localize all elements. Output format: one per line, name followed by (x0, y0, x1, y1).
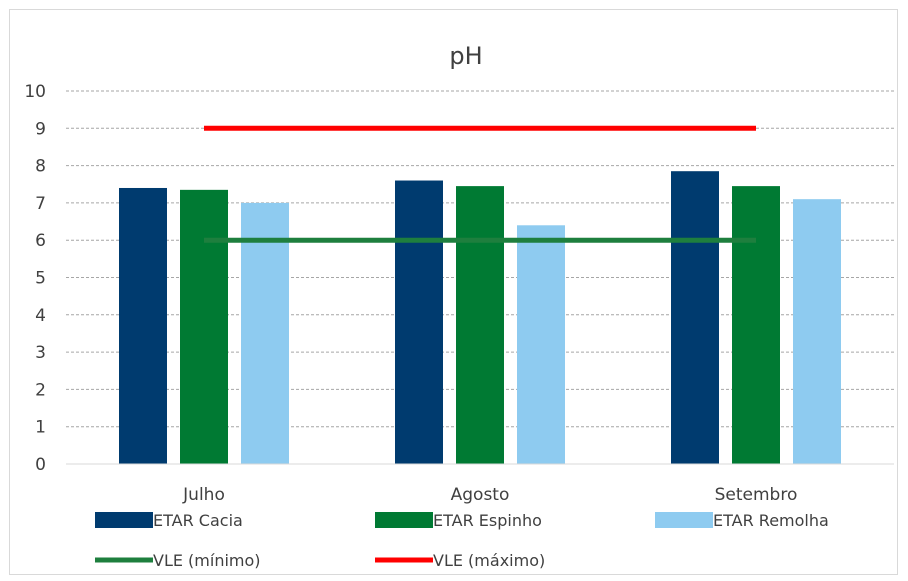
y-tick-label: 3 (35, 343, 46, 363)
legend-swatch-etar-remolha (655, 512, 713, 528)
legend-label-vle-m-ximo-: VLE (máximo) (433, 551, 545, 570)
chart-title: pH (449, 42, 482, 70)
bar-etar-remolha (793, 199, 841, 465)
bar-etar-cacia (395, 180, 443, 464)
y-tick-label: 4 (35, 306, 46, 326)
y-tick-label: 1 (35, 418, 46, 438)
legend-label-etar-espinho: ETAR Espinho (433, 511, 542, 530)
y-tick-label: 10 (24, 82, 46, 102)
legend-label-etar-cacia: ETAR Cacia (153, 511, 243, 530)
reference-lines (204, 125, 756, 243)
y-tick-label: 5 (35, 269, 46, 289)
y-tick-label: 0 (35, 455, 46, 475)
y-tick-label: 2 (35, 380, 46, 400)
bar-etar-cacia (671, 171, 719, 464)
bar-etar-remolha (517, 225, 565, 464)
x-category-label: Setembro (715, 485, 798, 505)
y-axis-ticks: 0 1 2 3 4 5 6 7 8 9 10 (24, 82, 46, 475)
bar-etar-espinho (180, 189, 228, 464)
legend: ETAR Cacia ETAR Espinho ETAR Remolha VLE (m… (95, 511, 829, 570)
bar-etar-cacia (119, 187, 167, 465)
y-tick-label: 8 (35, 157, 46, 177)
legend-swatch-etar-espinho (375, 512, 433, 528)
x-category-label: Agosto (451, 485, 510, 505)
legend-label-vle-m-nimo-: VLE (mínimo) (153, 551, 261, 570)
x-category-label: Julho (182, 485, 225, 505)
legend-swatch-etar-cacia (95, 512, 153, 528)
y-tick-label: 6 (35, 231, 46, 251)
y-tick-label: 9 (35, 119, 46, 139)
y-tick-label: 7 (35, 194, 46, 214)
bar-etar-remolha (241, 202, 289, 464)
x-axis: Julho Agosto Setembro (66, 463, 894, 505)
legend-label-etar-remolha: ETAR Remolha (713, 511, 829, 530)
bar-etar-espinho (456, 186, 504, 465)
bar-etar-espinho (732, 186, 780, 465)
bars (119, 171, 841, 465)
